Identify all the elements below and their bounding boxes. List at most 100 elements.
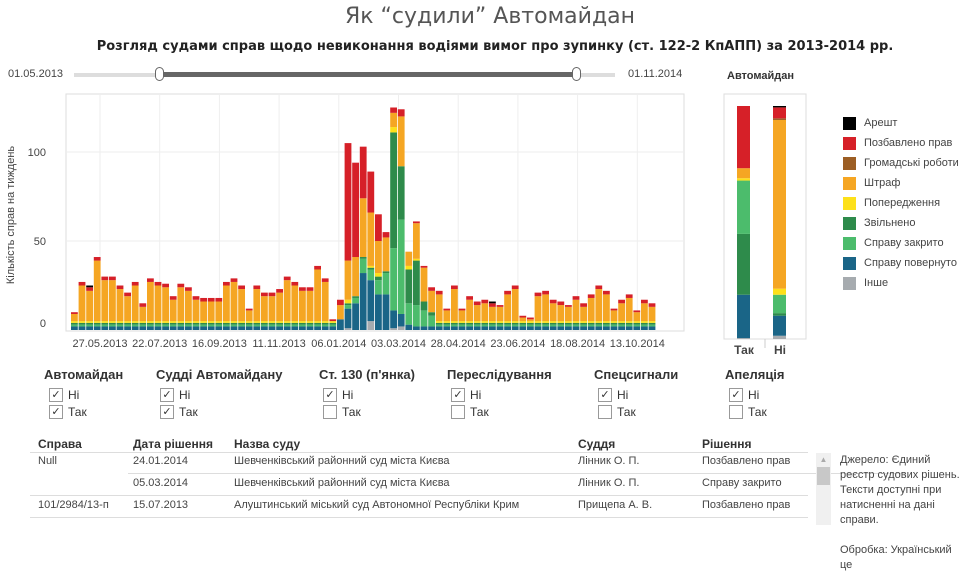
bar-segment-Звільнено[interactable] xyxy=(420,301,428,311)
bar-segment-Справу закрито[interactable] xyxy=(451,324,458,327)
bar-segment-Звільнено[interactable] xyxy=(109,322,116,325)
bar-segment-Звільнено[interactable] xyxy=(473,322,481,325)
bar-segment-Позбавлено прав[interactable] xyxy=(519,315,527,318)
bar-segment-Штраф[interactable] xyxy=(595,289,603,322)
bar-segment-Справу закрито[interactable] xyxy=(86,324,93,327)
bar-segment-Справу повернуто[interactable] xyxy=(413,326,420,330)
bar-segment-Звільнено[interactable] xyxy=(306,322,314,325)
bar-segment-Справу повернуто[interactable] xyxy=(131,326,139,330)
bar-segment-Справу повернуто[interactable] xyxy=(625,326,633,330)
bar-segment-Справу закрито[interactable] xyxy=(344,305,352,309)
bar-segment-Звільнено[interactable] xyxy=(580,322,587,325)
bar-segment-Справу закрито[interactable] xyxy=(207,324,215,327)
bar-segment-Позбавлено прав[interactable] xyxy=(473,301,481,306)
checkbox[interactable]: ✓ xyxy=(729,387,743,402)
bar-segment-Попередження[interactable] xyxy=(519,321,527,323)
checkbox[interactable]: ✓ xyxy=(451,387,465,402)
bar-segment-Справу закрито[interactable] xyxy=(534,324,542,327)
bar-segment-Штраф[interactable] xyxy=(633,312,641,322)
bar-segment-Звільнено[interactable] xyxy=(641,322,648,325)
bar-segment-Попередження[interactable] xyxy=(618,321,625,323)
bar-segment-Звільнено[interactable] xyxy=(451,322,458,325)
bar-segment-Позбавлено прав[interactable] xyxy=(420,265,428,268)
bar-segment-Справу закрито[interactable] xyxy=(230,324,238,327)
bar-segment-Штраф[interactable] xyxy=(154,285,162,322)
bar-segment-Справу закрито[interactable] xyxy=(223,324,230,327)
scroll-up-arrow-icon[interactable]: ▲ xyxy=(819,455,828,464)
bar-segment-Попередження[interactable] xyxy=(154,321,162,323)
bar-segment-Попередження[interactable] xyxy=(131,321,139,323)
table-cell[interactable]: 24.01.2014 xyxy=(133,455,189,467)
bar-segment-Справу повернуто[interactable] xyxy=(101,326,109,330)
bar-segment-Звільнено[interactable] xyxy=(223,322,230,325)
bar-segment-Звільнено[interactable] xyxy=(154,322,162,325)
bar-segment-Штраф[interactable] xyxy=(527,319,534,322)
bar-segment-Позбавлено прав[interactable] xyxy=(542,290,549,295)
bar-segment-Справу повернуто[interactable] xyxy=(633,326,641,330)
bar-segment-Звільнено[interactable] xyxy=(185,322,192,325)
checkbox[interactable]: ✓ xyxy=(323,387,337,402)
bar-segment-Справу повернуто[interactable] xyxy=(519,326,527,330)
bar-segment-Штраф[interactable] xyxy=(169,299,177,322)
bar-segment-Справу закрито[interactable] xyxy=(71,324,78,327)
bar-segment-Звільнено[interactable] xyxy=(511,322,519,325)
bar-segment-Справу повернуто[interactable] xyxy=(321,326,329,330)
bar-segment-Справу повернуто[interactable] xyxy=(215,326,223,330)
bar-segment-Позбавлено прав[interactable] xyxy=(261,292,268,297)
bar-segment-Позбавлено прав[interactable] xyxy=(283,276,291,281)
side-bar-segment-Штраф[interactable] xyxy=(737,168,750,179)
bar-segment-Справу повернуто[interactable] xyxy=(397,313,405,327)
bar-segment-Штраф[interactable] xyxy=(223,285,230,322)
bar-segment-Справу повернуто[interactable] xyxy=(375,294,382,330)
bar-segment-Позбавлено прав[interactable] xyxy=(359,146,367,199)
bar-segment-Штраф[interactable] xyxy=(299,290,306,322)
bar-segment-Справу повернуто[interactable] xyxy=(139,326,147,330)
bar-segment-Позбавлено прав[interactable] xyxy=(321,278,329,282)
bar-segment-Попередження[interactable] xyxy=(367,265,375,268)
bar-segment-Справу повернуто[interactable] xyxy=(511,326,519,330)
bar-segment-Звільнено[interactable] xyxy=(299,322,306,325)
bar-segment-Справу закрито[interactable] xyxy=(557,324,565,327)
bar-segment-Попередження[interactable] xyxy=(534,321,542,323)
bar-segment-Попередження[interactable] xyxy=(192,321,200,323)
bar-segment-Інше[interactable] xyxy=(344,328,352,330)
bar-segment-Позбавлено прав[interactable] xyxy=(633,310,641,313)
bar-segment-Попередження[interactable] xyxy=(207,321,215,323)
bar-segment-Попередження[interactable] xyxy=(93,321,101,323)
bar-segment-Попередження[interactable] xyxy=(595,321,603,323)
bar-segment-Позбавлено прав[interactable] xyxy=(481,299,489,304)
bar-segment-Звільнено[interactable] xyxy=(93,322,101,325)
legend-item[interactable]: Позбавлено прав xyxy=(843,133,959,153)
bar-segment-Попередження[interactable] xyxy=(405,265,413,270)
bar-segment-Звільнено[interactable] xyxy=(253,322,261,325)
bar-segment-Попередження[interactable] xyxy=(390,127,397,133)
bar-segment-Штраф[interactable] xyxy=(261,296,268,322)
bar-segment-Звільнено[interactable] xyxy=(116,322,124,325)
bar-segment-Справу повернуто[interactable] xyxy=(200,326,207,330)
bar-segment-Позбавлено прав[interactable] xyxy=(162,283,169,288)
bar-segment-Справу повернуто[interactable] xyxy=(451,326,458,330)
bar-segment-Штраф[interactable] xyxy=(397,116,405,167)
bar-segment-Справу закрито[interactable] xyxy=(352,297,359,304)
bar-segment-Штраф[interactable] xyxy=(549,303,557,322)
bar-segment-Попередження[interactable] xyxy=(633,321,641,323)
bar-segment-Звільнено[interactable] xyxy=(215,322,223,325)
bar-segment-Штраф[interactable] xyxy=(382,237,390,272)
bar-segment-Справу повернуто[interactable] xyxy=(458,326,466,330)
bar-segment-Позбавлено прав[interactable] xyxy=(185,287,192,291)
bar-segment-Попередження[interactable] xyxy=(572,321,580,323)
bar-segment-Штраф[interactable] xyxy=(192,299,200,322)
bar-segment-Попередження[interactable] xyxy=(78,321,86,323)
bar-segment-Позбавлено прав[interactable] xyxy=(435,290,443,295)
side-bar-segment-Позбавлено прав[interactable] xyxy=(737,106,750,169)
bar-segment-Справу закрито[interactable] xyxy=(276,324,283,327)
checkbox[interactable]: ✓ xyxy=(49,387,63,402)
bar-segment-Попередження[interactable] xyxy=(261,321,268,323)
bar-segment-Штраф[interactable] xyxy=(306,290,314,322)
bar-segment-Штраф[interactable] xyxy=(139,306,147,322)
bar-segment-Звільнено[interactable] xyxy=(549,322,557,325)
bar-segment-Справу закрито[interactable] xyxy=(314,324,321,327)
bar-segment-Звільнено[interactable] xyxy=(352,296,359,298)
bar-segment-Штраф[interactable] xyxy=(534,296,542,322)
bar-segment-Справу повернуто[interactable] xyxy=(527,326,534,330)
